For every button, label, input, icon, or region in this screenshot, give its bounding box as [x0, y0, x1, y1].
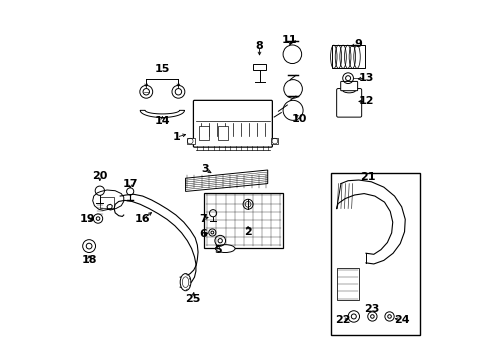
- Text: 11: 11: [281, 35, 297, 45]
- Text: 15: 15: [154, 64, 170, 74]
- Bar: [337, 268, 358, 300]
- Text: 23: 23: [363, 304, 378, 314]
- Bar: [204, 193, 283, 248]
- Text: 2: 2: [244, 227, 251, 237]
- Text: 8: 8: [255, 41, 263, 51]
- Text: 24: 24: [393, 315, 408, 325]
- Bar: [270, 138, 278, 144]
- Text: 9: 9: [354, 39, 362, 49]
- Ellipse shape: [180, 274, 190, 291]
- FancyBboxPatch shape: [340, 81, 357, 91]
- FancyBboxPatch shape: [336, 89, 361, 117]
- Text: 1: 1: [172, 132, 180, 142]
- Text: 18: 18: [81, 255, 97, 265]
- Text: 19: 19: [80, 214, 95, 224]
- Ellipse shape: [215, 245, 235, 252]
- Bar: [217, 126, 228, 140]
- Text: 16: 16: [135, 214, 150, 224]
- Text: 21: 21: [359, 172, 375, 182]
- Bar: [330, 173, 419, 336]
- Text: 22: 22: [334, 315, 349, 325]
- Text: 3: 3: [201, 164, 208, 174]
- Text: 7: 7: [199, 213, 207, 224]
- FancyBboxPatch shape: [193, 100, 272, 147]
- Bar: [332, 45, 364, 68]
- Bar: [100, 197, 114, 208]
- Text: 13: 13: [358, 73, 373, 83]
- Text: 14: 14: [154, 116, 170, 126]
- Text: 17: 17: [122, 179, 138, 189]
- Text: 12: 12: [358, 96, 373, 107]
- Bar: [198, 126, 209, 140]
- Text: 5: 5: [213, 245, 221, 255]
- Text: 20: 20: [92, 171, 107, 181]
- Text: 6: 6: [199, 229, 207, 239]
- Text: 10: 10: [292, 114, 307, 124]
- Text: 25: 25: [184, 294, 200, 303]
- Bar: [187, 138, 195, 144]
- Bar: [253, 64, 265, 70]
